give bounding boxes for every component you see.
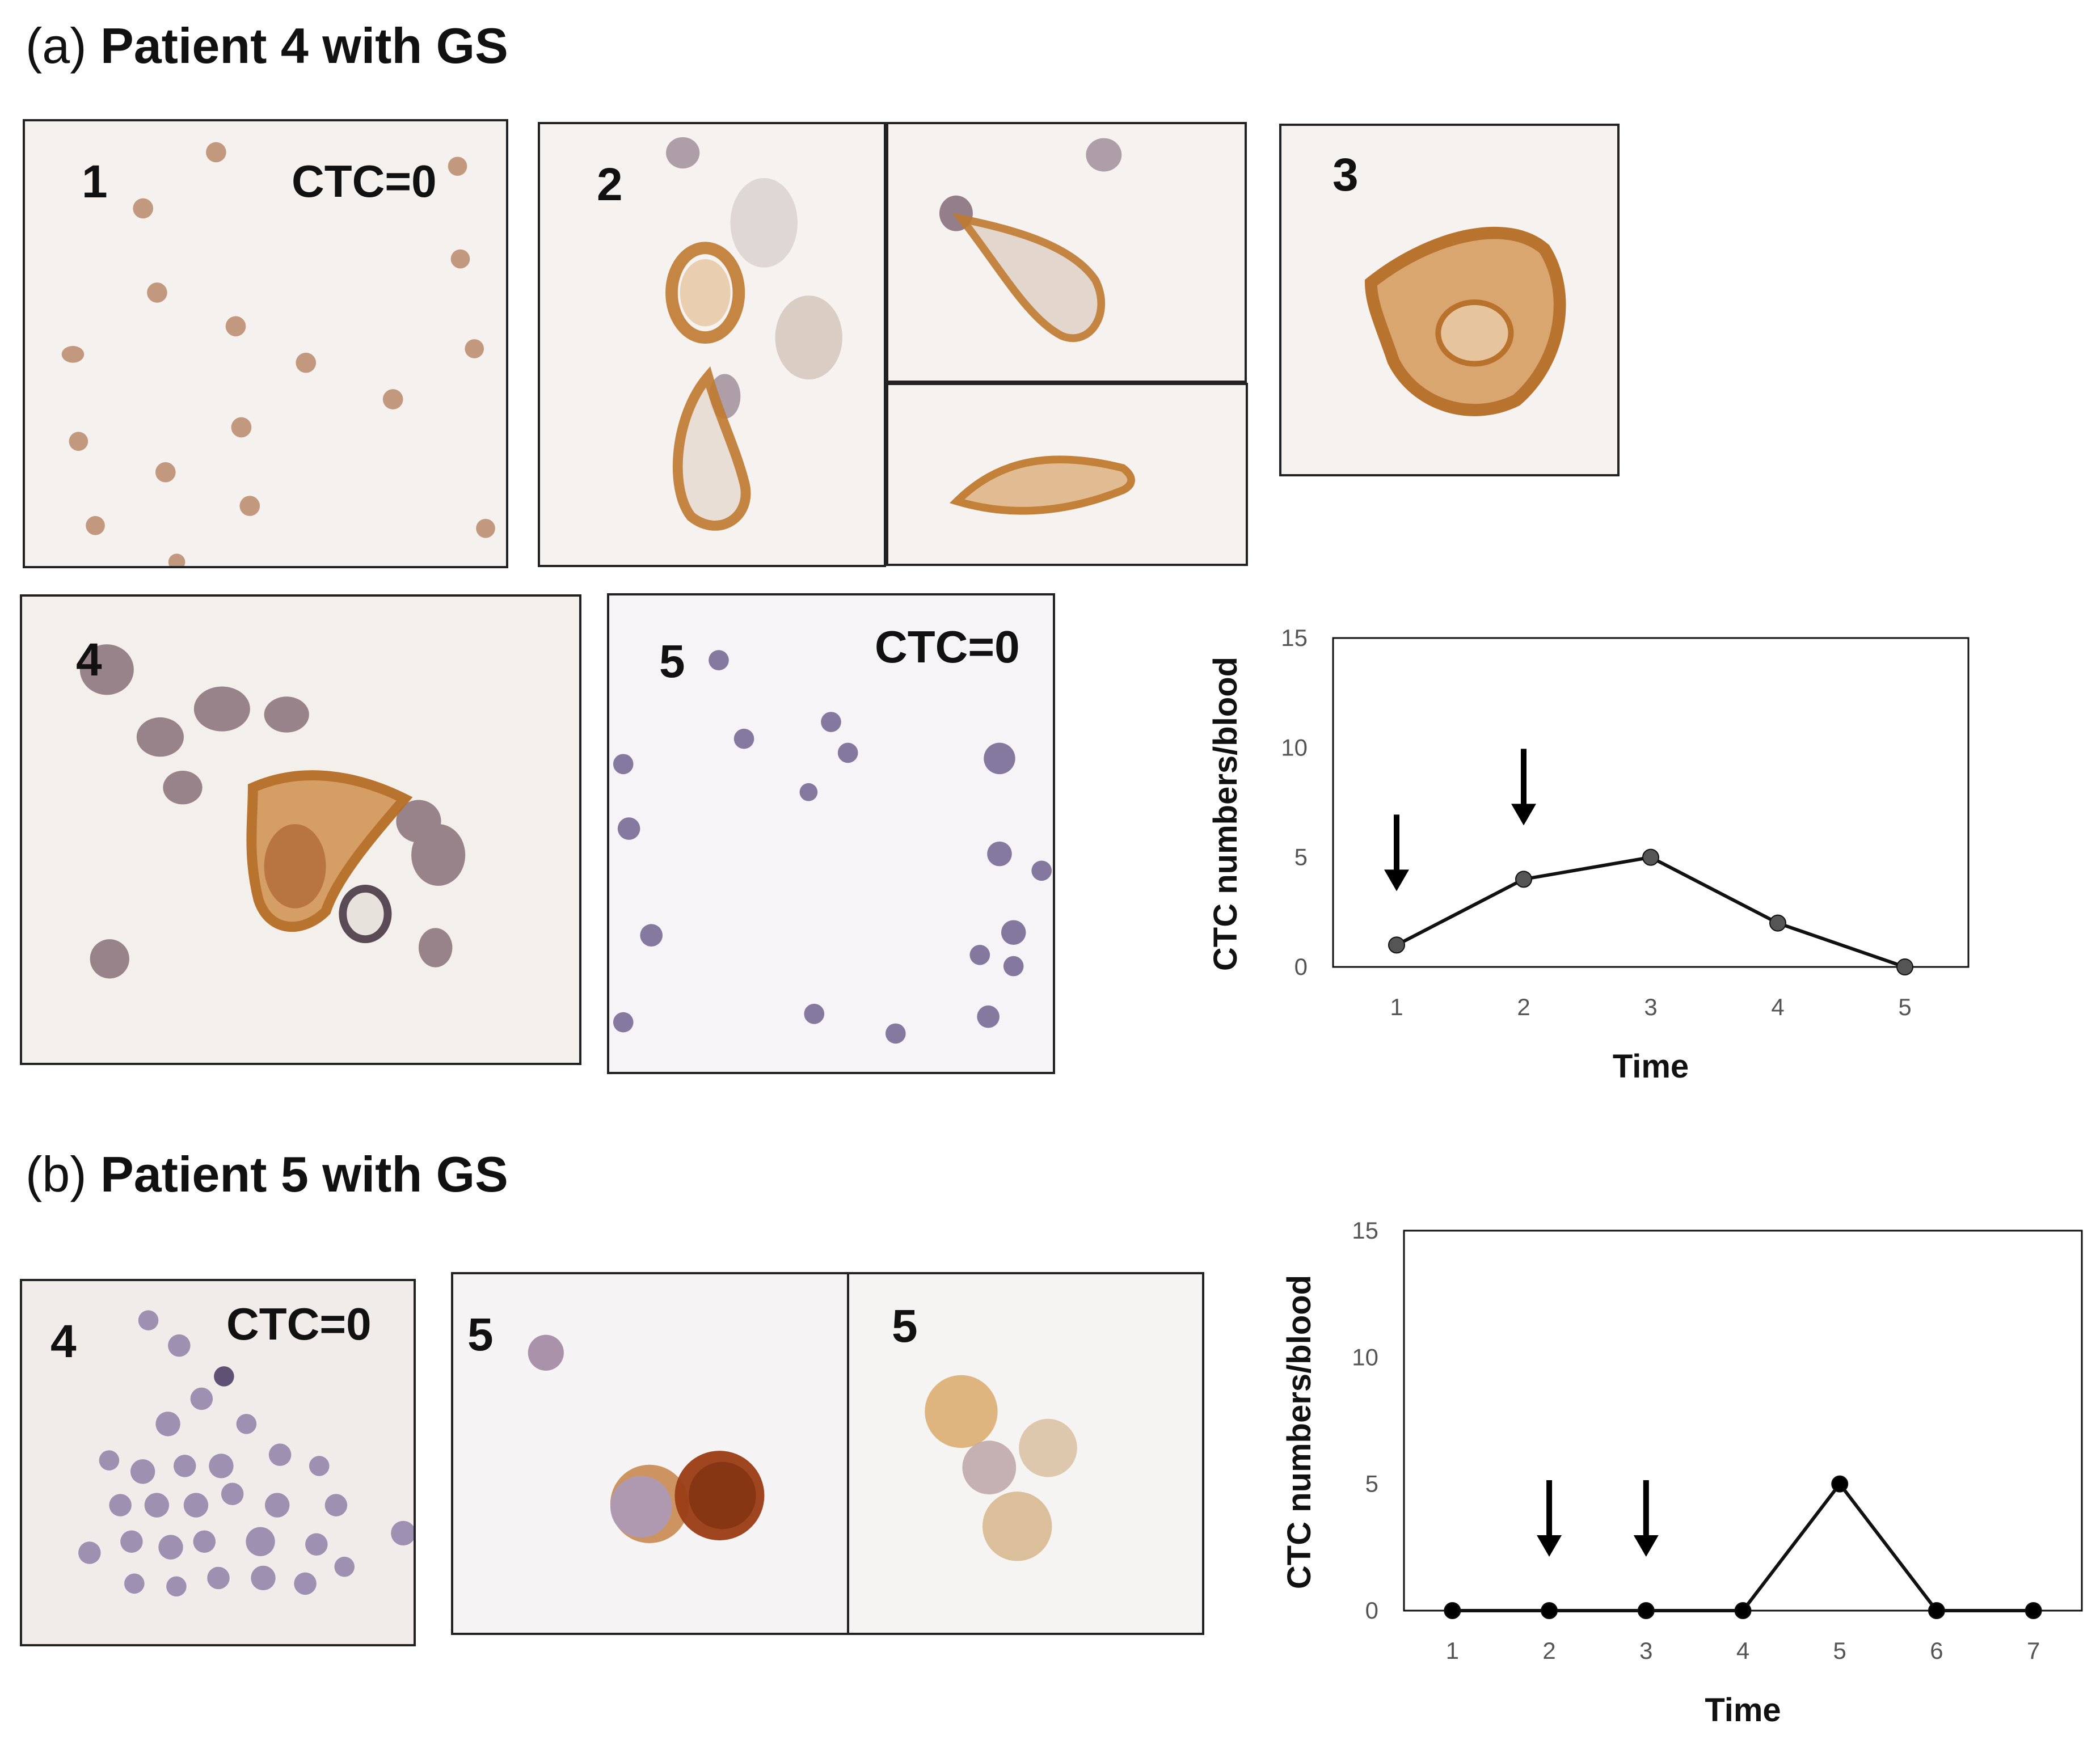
ctc-count-label: CTC=0 bbox=[226, 1299, 372, 1349]
plot-frame bbox=[1403, 1230, 2083, 1612]
x-tick-label: 6 bbox=[1930, 1637, 1943, 1664]
data-point bbox=[2025, 1602, 2042, 1619]
image-label: 3 bbox=[1332, 149, 1359, 201]
micrograph-b5-left: 5 bbox=[451, 1272, 849, 1635]
y-tick-label: 0 bbox=[1294, 953, 1308, 980]
section-b-text: Patient 5 with GS bbox=[100, 1146, 508, 1202]
data-point bbox=[1541, 1602, 1558, 1619]
x-tick-label: 3 bbox=[1644, 994, 1657, 1020]
x-tick-label: 1 bbox=[1390, 994, 1403, 1020]
ctc-line-chart-b: 0 5 10 15 1 2 3 4 5 6 7 Time CTC numbers/blood bbox=[1281, 1217, 2083, 1729]
data-point bbox=[1831, 1475, 1849, 1493]
data-point bbox=[1896, 958, 1913, 975]
data-point bbox=[1388, 936, 1405, 954]
section-a-title: (a) Patient 4 with GS bbox=[26, 17, 508, 75]
x-tick-label: 2 bbox=[1542, 1637, 1555, 1664]
micrograph-b5-left-cells bbox=[528, 1334, 765, 1543]
micrograph-a1: 1 CTC=0 bbox=[23, 119, 508, 568]
data-point bbox=[1928, 1602, 1945, 1619]
y-axis-label: CTC numbers/blood bbox=[1281, 1275, 1318, 1589]
y-tick-label: 5 bbox=[1365, 1471, 1378, 1497]
x-tick-label: 7 bbox=[2027, 1637, 2040, 1664]
data-point bbox=[1444, 1602, 1461, 1619]
x-tick-label: 4 bbox=[1736, 1637, 1749, 1664]
image-label: 4 bbox=[76, 634, 102, 686]
y-axis-label: CTC numbers/blood bbox=[1207, 657, 1244, 971]
y-tick-label: 15 bbox=[1352, 1217, 1378, 1244]
x-tick-label: 1 bbox=[1446, 1637, 1459, 1664]
micrograph-a5: 5 CTC=0 bbox=[607, 593, 1055, 1074]
treatment-arrow-head bbox=[1384, 869, 1409, 892]
image-label: 5 bbox=[467, 1309, 494, 1361]
x-tick-label: 5 bbox=[1833, 1637, 1846, 1664]
image-label: 1 bbox=[82, 156, 108, 208]
y-tick-label: 0 bbox=[1365, 1597, 1378, 1624]
section-b-tag: (b) bbox=[26, 1146, 87, 1202]
data-point bbox=[1734, 1602, 1752, 1619]
micrograph-a2-cells bbox=[665, 137, 842, 531]
data-point bbox=[1769, 914, 1786, 932]
x-axis-label: Time bbox=[1613, 1048, 1689, 1085]
micrograph-a2-bottom bbox=[886, 383, 1248, 566]
x-tick-label: 4 bbox=[1771, 994, 1784, 1020]
section-b-title: (b) Patient 5 with GS bbox=[26, 1146, 508, 1203]
micrograph-a1-cells bbox=[61, 142, 495, 566]
x-axis-label: Time bbox=[1705, 1692, 1781, 1729]
treatment-arrow-head bbox=[1511, 804, 1536, 826]
section-a-tag: (a) bbox=[26, 18, 87, 74]
micrograph-a3: 3 bbox=[1279, 124, 1620, 476]
data-point bbox=[1637, 1602, 1655, 1619]
micrograph-b4: 4 CTC=0 bbox=[20, 1279, 416, 1646]
section-a-text: Patient 4 with GS bbox=[100, 18, 508, 74]
micrograph-b4-cells bbox=[78, 1310, 414, 1597]
micrograph-a2-bottom-cells bbox=[950, 455, 1135, 515]
y-tick-label: 10 bbox=[1281, 734, 1308, 761]
micrograph-b5-right: 5 bbox=[847, 1272, 1204, 1635]
ctc-count-label: CTC=0 bbox=[292, 156, 437, 206]
ctc-count-label: CTC=0 bbox=[875, 622, 1020, 672]
ctc-line-chart-a: 0 5 10 15 1 2 3 4 5 Time CTC numbers/blood bbox=[1207, 624, 1970, 1085]
micrograph-a4-cells bbox=[79, 644, 466, 979]
y-tick-label: 5 bbox=[1294, 844, 1308, 871]
x-tick-label: 2 bbox=[1517, 994, 1530, 1020]
image-label: 5 bbox=[892, 1300, 918, 1352]
y-tick-label: 15 bbox=[1281, 624, 1308, 651]
x-tick-label: 5 bbox=[1898, 994, 1911, 1020]
micrograph-a2-top-cells bbox=[939, 138, 1122, 343]
data-point bbox=[1642, 848, 1659, 866]
image-label: 2 bbox=[597, 159, 623, 210]
image-label: 4 bbox=[50, 1316, 77, 1367]
treatment-arrow-head bbox=[1537, 1535, 1562, 1557]
micrograph-b5-right-cells bbox=[925, 1375, 1077, 1561]
image-label: 5 bbox=[659, 636, 685, 687]
series-line bbox=[1452, 1481, 2034, 1612]
data-point bbox=[1515, 871, 1532, 888]
micrograph-a4: 4 bbox=[20, 594, 581, 1065]
micrograph-a2-top bbox=[886, 122, 1247, 383]
series-line bbox=[1395, 855, 1905, 969]
plot-frame bbox=[1332, 637, 1970, 968]
micrograph-a3-cells bbox=[1365, 226, 1566, 416]
treatment-arrow-head bbox=[1633, 1535, 1659, 1557]
micrograph-a2-main: 2 bbox=[538, 122, 886, 567]
y-tick-label: 10 bbox=[1352, 1344, 1378, 1370]
x-tick-label: 3 bbox=[1639, 1637, 1652, 1664]
micrograph-a5-cells bbox=[613, 650, 1052, 1044]
